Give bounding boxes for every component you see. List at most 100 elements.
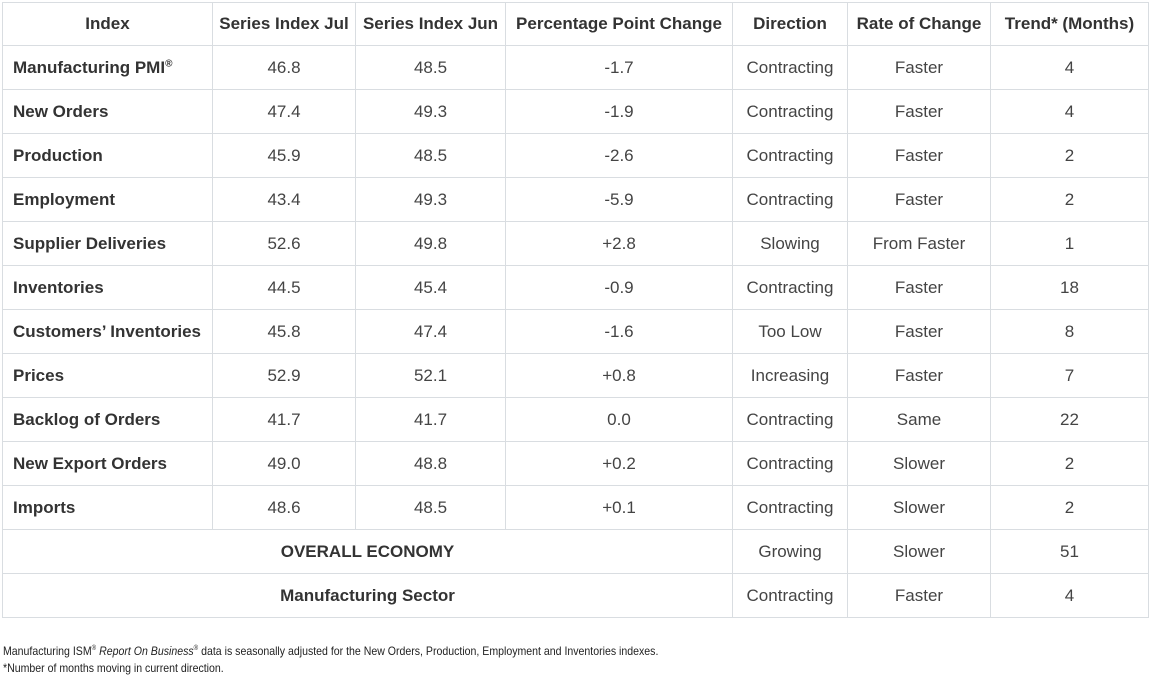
rate-of-change: From Faster bbox=[847, 221, 991, 266]
header-direction: Direction bbox=[732, 2, 848, 46]
pp-change: +2.8 bbox=[505, 221, 733, 266]
rate-of-change: Faster bbox=[847, 265, 991, 310]
series-jun: 45.4 bbox=[355, 265, 506, 310]
index-name: Customers’ Inventories bbox=[2, 309, 213, 354]
index-label: Supplier Deliveries bbox=[13, 233, 167, 253]
rate-of-change: Faster bbox=[847, 45, 991, 90]
summary-row: OVERALL ECONOMY Growing Slower 51 bbox=[2, 529, 1149, 574]
series-jun: 48.5 bbox=[355, 485, 506, 530]
index-name: Employment bbox=[2, 177, 213, 222]
footnote-line-2: *Number of months moving in current dire… bbox=[3, 661, 224, 675]
series-jun: 49.3 bbox=[355, 89, 506, 134]
registered-mark: ® bbox=[165, 57, 173, 69]
direction: Contracting bbox=[732, 441, 848, 486]
index-label: Prices bbox=[13, 365, 65, 385]
header-pp-change: Percentage Point Change bbox=[505, 2, 733, 46]
pp-change: -1.6 bbox=[505, 309, 733, 354]
index-label: Inventories bbox=[13, 277, 104, 297]
header-row: Index Series Index Jul Series Index Jun … bbox=[2, 2, 1149, 46]
direction: Growing bbox=[732, 529, 848, 574]
index-name: New Export Orders bbox=[2, 441, 213, 486]
index-name: New Orders bbox=[2, 89, 213, 134]
registered-mark: ® bbox=[193, 645, 199, 652]
index-label: New Export Orders bbox=[13, 453, 167, 473]
footnote-text: data is seasonally adjusted for the New … bbox=[198, 644, 659, 658]
series-jul: 44.5 bbox=[212, 265, 356, 310]
trend: 2 bbox=[990, 441, 1149, 486]
trend: 4 bbox=[990, 89, 1149, 134]
footnote-text: Manufacturing ISM bbox=[3, 644, 92, 658]
rate-of-change: Faster bbox=[847, 309, 991, 354]
series-jun: 49.3 bbox=[355, 177, 506, 222]
report-title: Report On Business bbox=[99, 644, 194, 658]
pp-change: -1.9 bbox=[505, 89, 733, 134]
series-jun: 47.4 bbox=[355, 309, 506, 354]
rate-of-change: Slower bbox=[847, 485, 991, 530]
rate-of-change: Faster bbox=[847, 177, 991, 222]
table-row: New Export Orders 49.0 48.8 +0.2 Contracting… bbox=[2, 441, 1149, 486]
series-jul: 45.8 bbox=[212, 309, 356, 354]
pp-change: +0.1 bbox=[505, 485, 733, 530]
pp-change: +0.8 bbox=[505, 353, 733, 398]
summary-label: Manufacturing Sector bbox=[2, 573, 733, 618]
pp-change: 0.0 bbox=[505, 397, 733, 442]
rate-of-change: Faster bbox=[847, 133, 991, 178]
table-row: Employment 43.4 49.3 -5.9 Contracting Faster 2 bbox=[2, 177, 1149, 222]
rate-of-change: Slower bbox=[847, 529, 991, 574]
table-row: Backlog of Orders 41.7 41.7 0.0 Contracting S… bbox=[2, 397, 1149, 442]
pp-change: -2.6 bbox=[505, 133, 733, 178]
index-label: Customers’ Inventories bbox=[13, 321, 202, 341]
table-row: Production 45.9 48.5 -2.6 Contracting Faster 2 bbox=[2, 133, 1149, 178]
footnote: Manufacturing ISM® Report On Business® d… bbox=[3, 640, 658, 677]
index-label: New Orders bbox=[13, 101, 109, 121]
trend: 18 bbox=[990, 265, 1149, 310]
rate-of-change: Same bbox=[847, 397, 991, 442]
index-name: Imports bbox=[2, 485, 213, 530]
pp-change: -5.9 bbox=[505, 177, 733, 222]
index-label: Imports bbox=[13, 497, 76, 517]
series-jul: 49.0 bbox=[212, 441, 356, 486]
table-row: Inventories 44.5 45.4 -0.9 Contracting Faster… bbox=[2, 265, 1149, 310]
summary-row: Manufacturing Sector Contracting Faster 4 bbox=[2, 573, 1149, 618]
index-name: Backlog of Orders bbox=[2, 397, 213, 442]
pp-change: -1.7 bbox=[505, 45, 733, 90]
direction: Contracting bbox=[732, 485, 848, 530]
direction: Contracting bbox=[732, 573, 848, 618]
header-series-jul: Series Index Jul bbox=[212, 2, 356, 46]
series-jul: 43.4 bbox=[212, 177, 356, 222]
trend: 4 bbox=[990, 573, 1149, 618]
index-label: Backlog of Orders bbox=[13, 409, 161, 429]
index-name: Manufacturing PMI® bbox=[2, 45, 213, 90]
direction: Contracting bbox=[732, 89, 848, 134]
index-label: Manufacturing PMI bbox=[13, 57, 166, 77]
series-jun: 48.5 bbox=[355, 133, 506, 178]
trend: 4 bbox=[990, 45, 1149, 90]
series-jul: 46.8 bbox=[212, 45, 356, 90]
registered-mark: ® bbox=[91, 645, 97, 652]
series-jul: 52.9 bbox=[212, 353, 356, 398]
header-trend: Trend* (Months) bbox=[990, 2, 1149, 46]
header-index: Index bbox=[2, 2, 213, 46]
direction: Contracting bbox=[732, 45, 848, 90]
pp-change: -0.9 bbox=[505, 265, 733, 310]
rate-of-change: Slower bbox=[847, 441, 991, 486]
table-row: Supplier Deliveries 52.6 49.8 +2.8 Slowing Fr… bbox=[2, 221, 1149, 266]
pp-change: +0.2 bbox=[505, 441, 733, 486]
direction: Contracting bbox=[732, 397, 848, 442]
trend: 7 bbox=[990, 353, 1149, 398]
series-jul: 41.7 bbox=[212, 397, 356, 442]
index-name: Prices bbox=[2, 353, 213, 398]
footnote-line-1: Manufacturing ISM® Report On Business® d… bbox=[3, 640, 658, 660]
series-jul: 48.6 bbox=[212, 485, 356, 530]
series-jun: 52.1 bbox=[355, 353, 506, 398]
direction: Contracting bbox=[732, 177, 848, 222]
rate-of-change: Faster bbox=[847, 353, 991, 398]
trend: 2 bbox=[990, 133, 1149, 178]
direction: Contracting bbox=[732, 133, 848, 178]
header-rate: Rate of Change bbox=[847, 2, 991, 46]
series-jul: 45.9 bbox=[212, 133, 356, 178]
index-name: Inventories bbox=[2, 265, 213, 310]
rate-of-change: Faster bbox=[847, 573, 991, 618]
ism-index-table: Index Series Index Jul Series Index Jun … bbox=[2, 2, 1149, 618]
table-row: Manufacturing PMI® 46.8 48.5 -1.7 Contractin… bbox=[2, 45, 1149, 90]
